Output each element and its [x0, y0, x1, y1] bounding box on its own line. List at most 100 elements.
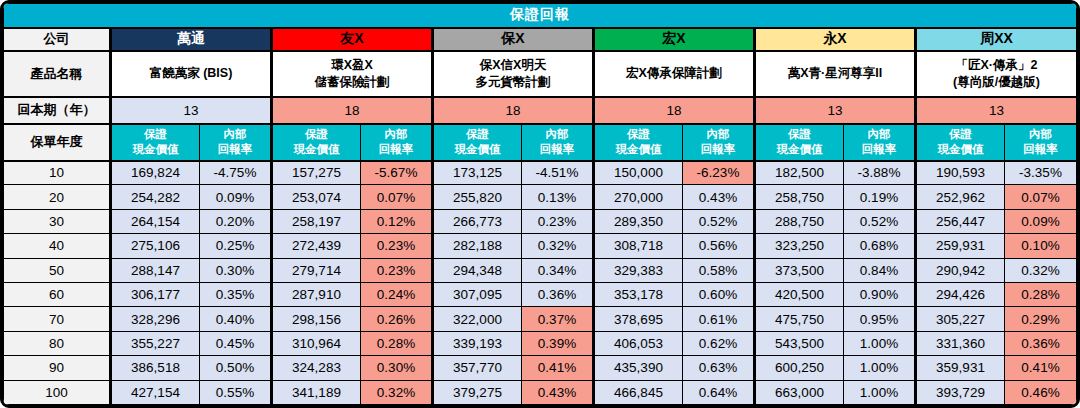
irr-cell-5: -3.35% — [1005, 161, 1077, 185]
irr-cell-2: 0.39% — [522, 331, 594, 355]
irr-cell-1: 0.23% — [361, 258, 433, 282]
irr-cell-4: 1.00% — [844, 331, 916, 355]
irr-cell-5: 0.32% — [1005, 258, 1077, 282]
irr-cell-0: 0.45% — [200, 331, 272, 355]
irr-cell-4: 1.00% — [844, 380, 916, 404]
irr-cell-5: 0.10% — [1005, 234, 1077, 258]
table-row-year-30: 30264,1540.20%258,1970.12%266,7730.23%28… — [4, 209, 1077, 233]
irr-cell-2: 0.36% — [522, 282, 594, 306]
irr-cell-1: 0.28% — [361, 331, 433, 355]
irr-cell-0: 0.09% — [200, 185, 272, 209]
cv-cell-1: 272,439 — [272, 234, 361, 258]
cv-cell-4: 475,750 — [755, 307, 844, 331]
irr-cell-2: -4.51% — [522, 161, 594, 185]
cv-cell-4: 323,250 — [755, 234, 844, 258]
cv-cell-0: 254,282 — [111, 185, 200, 209]
cv-cell-2: 307,095 — [433, 282, 522, 306]
cv-cell-1: 298,156 — [272, 307, 361, 331]
irr-header-0: 內部回報率 — [200, 124, 272, 161]
irr-cell-0: 0.55% — [200, 380, 272, 404]
irr-cell-3: 0.62% — [683, 331, 755, 355]
product-name-5: 「匠X·傳承」2(尊尚版/優越版) — [916, 51, 1077, 97]
cv-cell-5: 252,962 — [916, 185, 1005, 209]
cv-cell-0: 328,296 — [111, 307, 200, 331]
cv-cell-0: 288,147 — [111, 258, 200, 282]
cv-cell-5: 294,426 — [916, 282, 1005, 306]
cv-cell-2: 266,773 — [433, 209, 522, 233]
irr-cell-2: 0.43% — [522, 380, 594, 404]
cv-cell-4: 182,500 — [755, 161, 844, 185]
irr-header-3: 內部回報率 — [683, 124, 755, 161]
cv-header-0: 保證現金價值 — [111, 124, 200, 161]
cv-header-2: 保證現金價值 — [433, 124, 522, 161]
irr-cell-4: -3.88% — [844, 161, 916, 185]
irr-cell-2: 0.13% — [522, 185, 594, 209]
company-header-4: 永X — [755, 28, 916, 51]
policy-year-value: 60 — [4, 282, 111, 306]
irr-header-1: 內部回報率 — [361, 124, 433, 161]
cv-cell-5: 393,729 — [916, 380, 1005, 404]
table-row-year-40: 40275,1060.25%272,4390.23%282,1880.32%30… — [4, 234, 1077, 258]
irr-header-4: 內部回報率 — [844, 124, 916, 161]
irr-cell-0: 0.30% — [200, 258, 272, 282]
product-row-label: 產品名稱 — [4, 51, 111, 97]
irr-cell-4: 0.90% — [844, 282, 916, 306]
cv-cell-3: 289,350 — [594, 209, 683, 233]
cv-header-4: 保證現金價值 — [755, 124, 844, 161]
table-row-year-10: 10169,824-4.75%157,275-5.67%173,125-4.51… — [4, 161, 1077, 185]
irr-cell-0: 0.40% — [200, 307, 272, 331]
product-name-0: 富饒萬家 (BIS) — [111, 51, 272, 97]
irr-cell-4: 0.68% — [844, 234, 916, 258]
company-header-2: 保X — [433, 28, 594, 51]
table-title: 保證回報 — [4, 4, 1077, 28]
payback-value-0: 13 — [111, 97, 272, 124]
cv-cell-0: 386,518 — [111, 356, 200, 380]
irr-cell-1: 0.30% — [361, 356, 433, 380]
cv-cell-5: 305,227 — [916, 307, 1005, 331]
policy-year-value: 70 — [4, 307, 111, 331]
cv-cell-1: 287,910 — [272, 282, 361, 306]
irr-cell-5: 0.46% — [1005, 380, 1077, 404]
product-name-3: 宏X傳承保障計劃 — [594, 51, 755, 97]
table-row-year-90: 90386,5180.50%324,2830.30%357,7700.41%43… — [4, 356, 1077, 380]
product-name-2: 保X信X明天多元貨幣計劃 — [433, 51, 594, 97]
irr-header-5: 內部回報率 — [1005, 124, 1077, 161]
cv-cell-0: 169,824 — [111, 161, 200, 185]
policy-year-value: 10 — [4, 161, 111, 185]
cv-cell-1: 258,197 — [272, 209, 361, 233]
cv-cell-5: 290,942 — [916, 258, 1005, 282]
cv-cell-5: 190,593 — [916, 161, 1005, 185]
irr-cell-4: 1.00% — [844, 356, 916, 380]
cv-cell-3: 406,053 — [594, 331, 683, 355]
irr-cell-4: 0.84% — [844, 258, 916, 282]
payback-value-1: 18 — [272, 97, 433, 124]
cv-cell-3: 270,000 — [594, 185, 683, 209]
irr-cell-0: 0.50% — [200, 356, 272, 380]
payback-value-4: 13 — [755, 97, 916, 124]
irr-cell-5: 0.07% — [1005, 185, 1077, 209]
irr-cell-1: -5.67% — [361, 161, 433, 185]
cv-cell-1: 310,964 — [272, 331, 361, 355]
cv-cell-1: 253,074 — [272, 185, 361, 209]
policy-year-value: 90 — [4, 356, 111, 380]
irr-cell-2: 0.23% — [522, 209, 594, 233]
company-header-0: 萬通 — [111, 28, 272, 51]
company-header-3: 宏X — [594, 28, 755, 51]
irr-cell-1: 0.07% — [361, 185, 433, 209]
cv-cell-0: 306,177 — [111, 282, 200, 306]
cv-cell-3: 466,845 — [594, 380, 683, 404]
irr-header-2: 內部回報率 — [522, 124, 594, 161]
cv-cell-1: 279,714 — [272, 258, 361, 282]
table-row-year-50: 50288,1470.30%279,7140.23%294,3480.34%32… — [4, 258, 1077, 282]
cv-cell-4: 543,500 — [755, 331, 844, 355]
irr-cell-1: 0.24% — [361, 282, 433, 306]
irr-cell-4: 0.19% — [844, 185, 916, 209]
cv-cell-1: 157,275 — [272, 161, 361, 185]
policy-year-value: 30 — [4, 209, 111, 233]
irr-cell-2: 0.37% — [522, 307, 594, 331]
irr-cell-5: 0.09% — [1005, 209, 1077, 233]
irr-cell-5: 0.29% — [1005, 307, 1077, 331]
table-row-year-100: 100427,1540.55%341,1890.32%379,2750.43%4… — [4, 380, 1077, 404]
cv-cell-3: 435,390 — [594, 356, 683, 380]
comparison-table: 保證回報 公司萬通友X保X宏X永X周XX產品名稱富饒萬家 (BIS)環X盈X儲蓄… — [3, 3, 1077, 405]
